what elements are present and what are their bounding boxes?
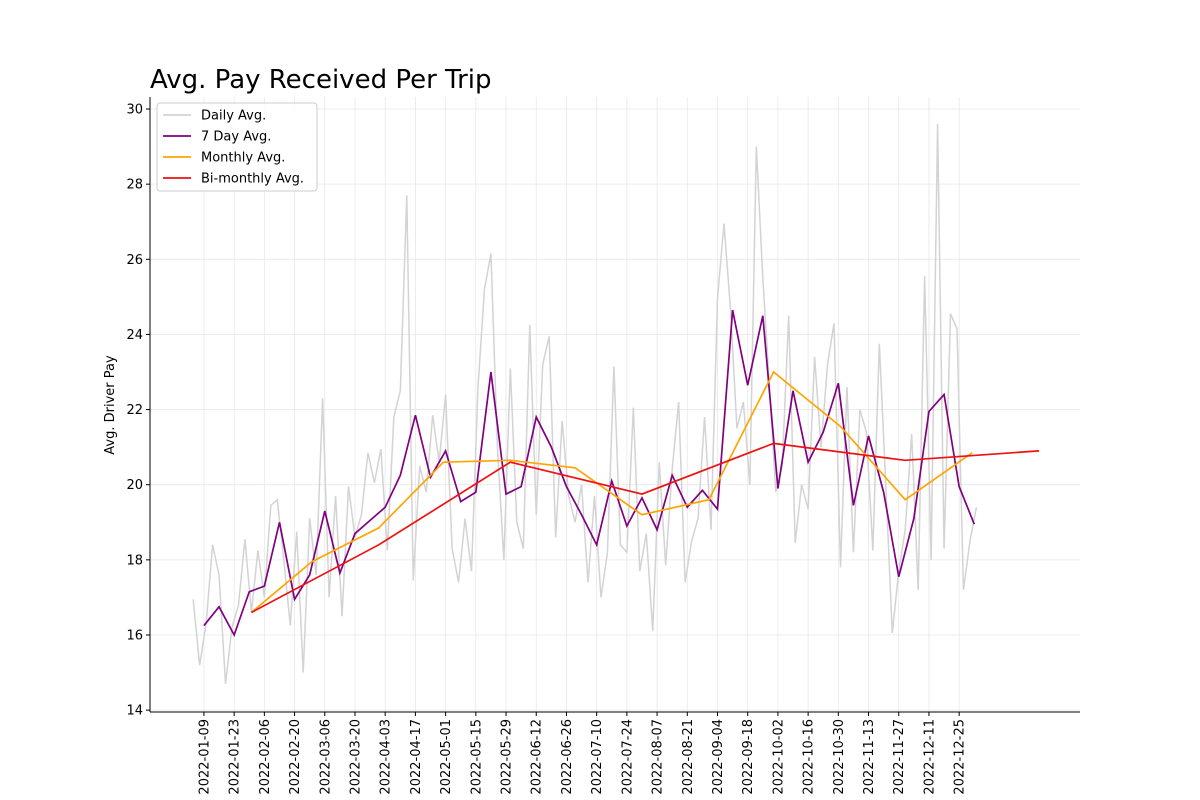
- x-tick-label: 2022-01-09: [197, 719, 212, 795]
- x-tick-label: 2022-12-25: [953, 719, 968, 795]
- y-tick-label: 16: [126, 628, 143, 643]
- x-tick-label: 2022-04-03: [379, 719, 394, 795]
- x-tick-label: 2022-03-06: [318, 719, 333, 795]
- x-tick-label: 2022-11-27: [892, 719, 907, 795]
- series-line: [203, 309, 976, 638]
- x-tick-label: 2022-06-26: [560, 719, 575, 795]
- y-tick-label: 20: [126, 478, 143, 493]
- x-tick-label: 2022-07-10: [590, 719, 605, 795]
- x-tick-label: 2022-03-20: [348, 719, 363, 795]
- x-tick-label: 2022-01-23: [228, 719, 243, 795]
- x-tick-label: 2022-02-06: [258, 719, 273, 795]
- x-tick-label: 2022-08-21: [681, 719, 696, 795]
- x-tick-label: 2022-05-29: [500, 719, 515, 795]
- series-line: [250, 370, 973, 614]
- x-tick-label: 2022-04-17: [409, 719, 424, 795]
- x-tick-label: 2022-11-13: [862, 719, 877, 795]
- x-tick-label: 2022-10-30: [832, 719, 847, 795]
- y-tick-label: 14: [126, 704, 143, 719]
- chart-title: Avg. Pay Received Per Trip: [150, 65, 492, 95]
- y-tick-label: 22: [126, 403, 143, 418]
- x-tick-label: 2022-10-16: [802, 719, 817, 795]
- legend-label: Monthly Avg.: [201, 151, 285, 166]
- legend-label: Bi-monthly Avg.: [201, 172, 304, 187]
- legend: Daily Avg. 7 Day Avg. Monthly Avg. Bi-month…: [156, 102, 318, 192]
- legend-label: 7 Day Avg.: [201, 130, 271, 145]
- legend-label: Daily Avg.: [201, 109, 266, 124]
- y-axis-label: Avg. Driver Pay: [103, 355, 118, 455]
- y-tick-label: 30: [126, 103, 143, 118]
- x-tick-label: 2022-09-04: [711, 719, 726, 795]
- x-tick-label: 2022-10-02: [771, 719, 786, 795]
- x-tick-label: 2022-05-01: [439, 719, 454, 795]
- y-tick-label: 28: [126, 178, 143, 193]
- x-tick-label: 2022-06-12: [530, 719, 545, 795]
- y-tick-label: 26: [126, 253, 143, 268]
- x-tick-label: 2022-08-07: [651, 719, 666, 795]
- series-line: [251, 442, 1040, 614]
- y-tick-label: 24: [126, 328, 143, 343]
- x-tick-label: 2022-05-15: [469, 719, 484, 795]
- x-tick-label: 2022-07-24: [620, 719, 635, 795]
- legend-box: [156, 102, 318, 192]
- series-line: [192, 124, 978, 684]
- x-tick-label: 2022-09-18: [741, 719, 756, 795]
- x-tick-label: 2022-02-20: [288, 719, 303, 795]
- y-tick-label: 18: [126, 553, 143, 568]
- x-tick-label: 2022-12-11: [922, 719, 937, 795]
